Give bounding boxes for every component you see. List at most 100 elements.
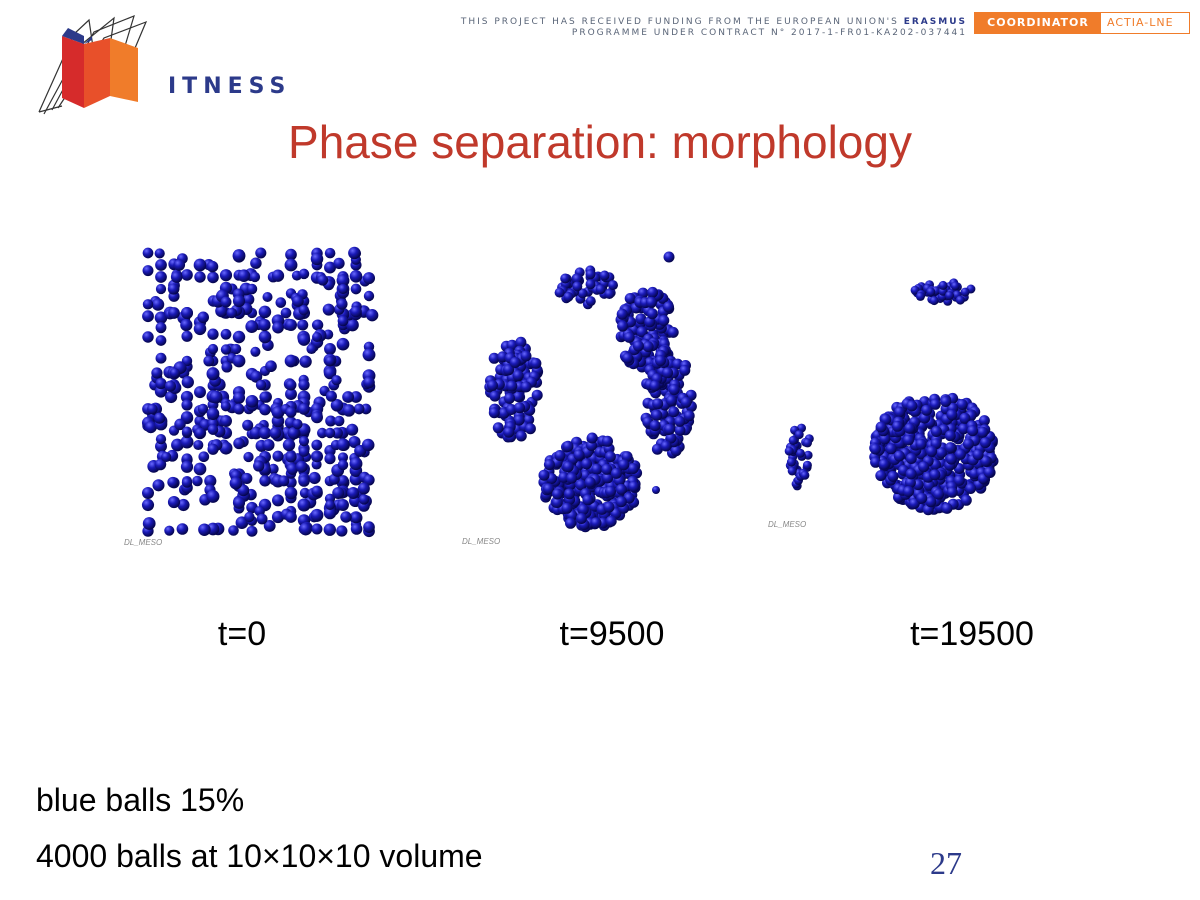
blue-ball [933, 488, 945, 500]
blue-ball [615, 483, 627, 495]
blue-ball [265, 360, 277, 373]
blue-ball [940, 396, 952, 407]
coordinator-label: COORDINATOR [975, 13, 1101, 33]
blue-ball [241, 472, 253, 484]
simulation-panel-t9500: DL_MESO [456, 245, 718, 550]
blue-ball [349, 270, 363, 283]
logo-letters-rest: ITNESS [168, 74, 292, 99]
blue-ball [337, 475, 349, 487]
blue-ball [285, 319, 297, 331]
blue-ball [342, 404, 356, 417]
blue-ball [312, 319, 324, 331]
ball-cloud-t19500 [784, 278, 999, 516]
blue-ball [610, 467, 622, 479]
blue-ball [662, 367, 674, 379]
blue-ball [262, 291, 273, 303]
blue-ball [363, 376, 375, 389]
blue-ball [563, 291, 574, 302]
blue-ball [249, 271, 261, 283]
blue-ball [788, 435, 798, 445]
blue-ball [229, 476, 243, 490]
blue-ball [243, 451, 254, 463]
blue-ball [562, 440, 574, 452]
blue-ball [151, 367, 163, 379]
blue-ball [802, 460, 812, 470]
blue-ball [258, 426, 272, 440]
blue-ball [311, 411, 323, 424]
blue-ball [336, 438, 350, 451]
blue-ball [221, 361, 233, 373]
blue-ball [350, 523, 363, 535]
blue-ball [331, 375, 342, 386]
blue-ball [170, 271, 183, 283]
blue-ball [591, 463, 603, 475]
blue-ball [869, 443, 881, 455]
blue-ball [543, 459, 555, 471]
blue-ball [623, 331, 635, 343]
blue-ball [674, 424, 686, 436]
blue-ball [141, 498, 155, 512]
blue-ball [181, 376, 194, 389]
blue-ball [605, 485, 616, 497]
blue-ball [278, 475, 290, 487]
blue-ball [572, 281, 583, 292]
blue-ball [337, 452, 349, 463]
blue-ball [325, 415, 337, 427]
blue-ball [958, 423, 970, 435]
blue-ball [194, 271, 206, 283]
blue-ball [168, 307, 180, 319]
blue-ball [197, 403, 209, 415]
blue-ball [147, 403, 158, 415]
fitness-logo: F ITNESS [34, 14, 285, 118]
blue-ball [299, 522, 313, 536]
blue-ball [581, 458, 593, 470]
blue-ball [336, 337, 350, 351]
blue-ball [153, 412, 166, 424]
blue-ball [220, 344, 232, 355]
blue-ball [206, 489, 220, 503]
blue-ball [929, 469, 941, 481]
blue-ball [298, 446, 310, 457]
blue-ball [311, 485, 323, 497]
blue-ball [663, 301, 674, 313]
blue-ball [967, 425, 979, 437]
blue-ball [906, 400, 918, 412]
blue-ball [272, 494, 284, 507]
book-logo-icon [38, 14, 148, 115]
blue-ball [488, 352, 500, 364]
blue-ball [311, 451, 323, 463]
blue-ball [584, 476, 596, 488]
blue-ball [180, 306, 194, 320]
blue-ball [232, 249, 246, 262]
blue-ball [795, 448, 805, 458]
blue-ball [198, 523, 211, 536]
blue-ball [180, 435, 194, 449]
blue-ball [575, 513, 587, 524]
blue-ball [566, 472, 578, 484]
logo-wordmark: F ITNESS [144, 74, 292, 99]
blue-ball [285, 406, 297, 418]
blue-ball [271, 269, 285, 282]
blue-ball [956, 399, 968, 410]
blue-ball [282, 438, 296, 452]
blue-ball [575, 479, 587, 491]
blue-ball [324, 343, 336, 355]
blue-ball [350, 512, 362, 524]
blue-ball [618, 459, 630, 471]
blue-ball [308, 471, 321, 485]
blue-ball [255, 247, 267, 259]
blue-ball [258, 330, 272, 344]
blue-ball [878, 458, 890, 470]
blue-ball [905, 453, 917, 464]
blue-ball [509, 357, 521, 368]
blue-ball [925, 496, 937, 508]
blue-ball [331, 427, 343, 439]
blue-ball [667, 326, 679, 338]
blue-ball [608, 280, 618, 291]
blue-ball [333, 415, 345, 427]
blue-ball [292, 295, 304, 307]
blue-ball [232, 496, 246, 509]
blue-ball [514, 402, 525, 414]
blue-ball [524, 423, 536, 435]
blue-ball [632, 340, 644, 352]
